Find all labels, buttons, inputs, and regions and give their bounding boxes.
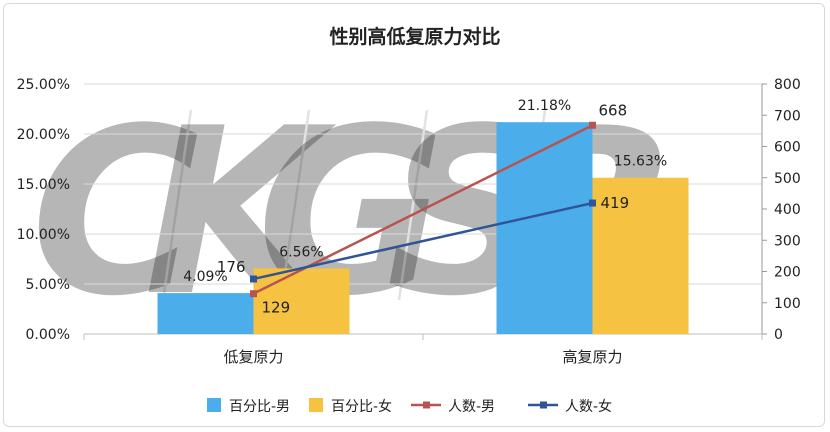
line-point: [250, 290, 257, 298]
line-data-label: 176: [217, 258, 246, 276]
bar: [253, 268, 350, 334]
series-line: [253, 201, 593, 281]
line-data-label: 419: [601, 194, 630, 212]
y-right-tick-label: 0: [774, 327, 783, 343]
line-point: [589, 199, 596, 207]
y-right-tick-label: 600: [774, 140, 801, 156]
bar: [496, 122, 593, 334]
y-right-tick-label: 300: [774, 233, 801, 249]
bar: [157, 293, 254, 334]
legend-label: 百分比-女: [331, 398, 392, 415]
y-right-tick-label: 200: [774, 265, 801, 281]
chart-title: 性别高低复原力对比: [329, 25, 500, 48]
watermark-slash: [279, 109, 311, 301]
y-left-tick-label: 25.00%: [17, 77, 70, 93]
legend-label: 人数-男: [448, 399, 495, 415]
legend-label: 人数-女: [565, 398, 612, 415]
legend-marker: [540, 401, 547, 409]
watermark-slash: [161, 109, 193, 301]
y-right-tick-label: 500: [774, 171, 801, 187]
bar-data-label: 4.09%: [183, 269, 227, 285]
bar-data-label: 6.56%: [279, 244, 323, 260]
line-point: [250, 275, 257, 283]
bar-data-label: 15.63%: [614, 154, 667, 170]
y-right-tick-label: 700: [774, 108, 801, 124]
y-right-tick-label: 800: [774, 77, 801, 93]
y-left-tick-label: 5.00%: [26, 277, 70, 293]
watermark-slash: [397, 109, 429, 301]
legend-marker: [423, 401, 430, 409]
line-point: [589, 121, 596, 129]
line-data-label: 668: [599, 101, 628, 119]
y-left-tick-label: 15.00%: [17, 177, 70, 193]
legend-swatch: [309, 398, 323, 412]
y-left-tick-label: 10.00%: [17, 227, 70, 243]
y-right-tick-label: 400: [774, 202, 801, 218]
bar-data-label: 21.18%: [518, 98, 571, 114]
line-data-label: 129: [262, 299, 291, 317]
bar: [592, 177, 689, 334]
y-left-tick-label: 0.00%: [26, 327, 70, 343]
x-tick-label: 低复原力: [223, 348, 283, 366]
x-tick-label: 高复原力: [562, 348, 622, 366]
legend-swatch: [207, 398, 221, 412]
y-right-tick-label: 100: [774, 296, 801, 312]
legend-label: 百分比-男: [229, 399, 290, 415]
y-left-tick-label: 20.00%: [17, 127, 70, 143]
